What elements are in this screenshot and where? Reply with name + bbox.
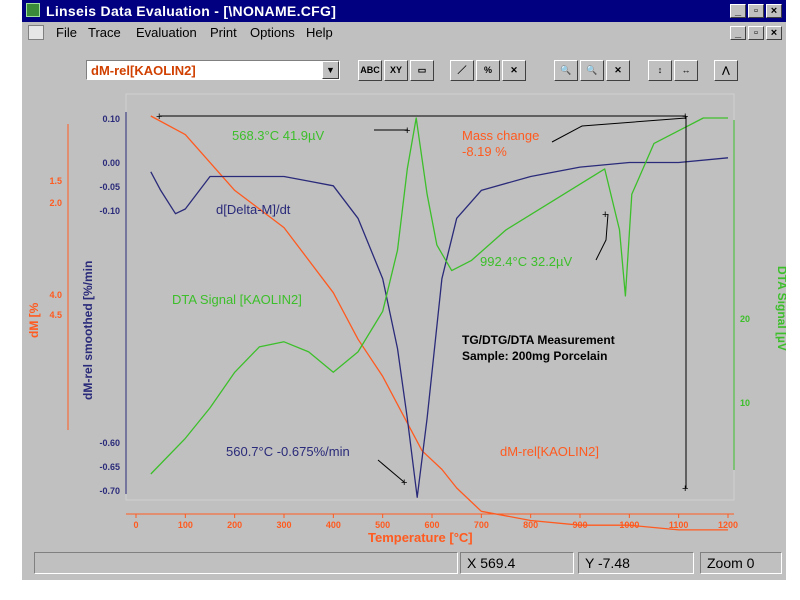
mass-change-leader (551, 117, 687, 143)
marker-icon[interactable]: ↔ (674, 60, 698, 81)
dta-series-label: DTA Signal [KAOLIN2] (172, 292, 302, 307)
doc-restore-button[interactable]: ▫ (748, 26, 764, 40)
marker-plus: + (156, 111, 162, 123)
menu-bar: File Trace Evaluation Print Options Help… (22, 22, 786, 44)
marker-plus: + (682, 111, 688, 123)
abc-label-button[interactable]: ABC (358, 60, 382, 81)
dtg-axis-label: dM-rel smoothed [%/min (81, 261, 95, 400)
mass-change-label: Mass change (462, 128, 539, 143)
dm-tick: 1.5 (49, 176, 62, 186)
x-tick-label: 1100 (669, 520, 689, 530)
status-x: X 569.4 (460, 552, 574, 574)
dta-axis-label: DTA Signal [µV (775, 266, 786, 351)
x-tick-label: 200 (227, 520, 242, 530)
dtg-min-label: 560.7°C -0.675%/min (226, 444, 350, 459)
x-tick-label: 800 (523, 520, 538, 530)
x-tick-label: 400 (326, 520, 341, 530)
annotation-lines (160, 115, 687, 488)
chevron-down-icon[interactable]: ▼ (322, 61, 339, 79)
x-tick-label: 1200 (718, 520, 738, 530)
dtg-tick: -0.65 (99, 462, 120, 472)
dm-tick: 4.5 (49, 310, 62, 320)
dtg-tick: 0.10 (102, 114, 120, 124)
measurement-title: TG/DTG/DTA Measurement (462, 333, 615, 347)
series-group (150, 115, 729, 531)
dtg-tick: -0.10 (99, 206, 120, 216)
x-tick-label: 100 (178, 520, 193, 530)
x-tick-label: 700 (474, 520, 489, 530)
status-zoom: Zoom 0 (700, 552, 782, 574)
marker-plus: + (404, 125, 410, 137)
menu-help[interactable]: Help (306, 25, 333, 40)
dta-curve (150, 117, 728, 475)
doc-minimize-button[interactable]: _ (730, 26, 746, 40)
annotation-markers: + + + + + + (156, 111, 688, 495)
dtg-tick: -0.60 (99, 438, 120, 448)
menu-options[interactable]: Options (250, 25, 295, 40)
dm-tick: 4.0 (49, 290, 62, 300)
document-icon[interactable] (28, 25, 44, 40)
peak-icon[interactable]: ⋀ (714, 60, 738, 81)
mass-change-value: -8.19 % (462, 144, 507, 159)
status-bar: X 569.4 Y -7.48 Zoom 0 (22, 546, 786, 580)
dm-axis-label: dM [% (27, 302, 41, 338)
minimize-button[interactable]: _ (730, 4, 746, 18)
dta-tick: 20 (740, 314, 750, 324)
dta-peak-label: 568.3°C 41.9µV (232, 128, 325, 143)
status-y: Y -7.48 (578, 552, 694, 574)
plot-area[interactable]: 0 100 200 300 400 500 600 700 800 900 1000 1100 1200… (22, 90, 786, 546)
toolbar: dM-rel[KAOLIN2] ▼ ABC XY ▭ ／ % ✕ 🔍 🔍 ✕ ↕… (22, 44, 786, 90)
x-axis-ticks: 0 100 200 300 400 500 600 700 800 900 1000 1100 1200 (133, 514, 738, 530)
xy-label-button[interactable]: XY (384, 60, 408, 81)
title-bar[interactable]: Linseis Data Evaluation - [\NONAME.CFG] … (22, 0, 786, 22)
maximize-button[interactable]: ▫ (748, 4, 764, 18)
zoom-in-plus-icon[interactable]: 🔍 (580, 60, 604, 81)
x-tick-label: 300 (276, 520, 291, 530)
dtg-axis-ticks: 0.10 0.00 -0.05 -0.10 -0.60 -0.65 -0.70 (99, 114, 120, 496)
dta-dip-label: 992.4°C 32.2µV (480, 254, 573, 269)
app-window: Linseis Data Evaluation - [\NONAME.CFG] … (22, 0, 786, 580)
cross-tool-icon[interactable]: ✕ (502, 60, 526, 81)
status-message (34, 552, 458, 574)
marker-plus: + (602, 209, 608, 221)
dtg-tick: -0.70 (99, 486, 120, 496)
x-tick-label: 500 (375, 520, 390, 530)
dtg-tick: 0.00 (102, 158, 120, 168)
marker-plus: + (682, 483, 688, 495)
menu-evaluation[interactable]: Evaluation (136, 25, 197, 40)
dta-axis-ticks: 20 10 (740, 314, 750, 408)
menu-print[interactable]: Print (210, 25, 237, 40)
zoom-in-icon[interactable]: 🔍 (554, 60, 578, 81)
dta-tick: 10 (740, 398, 750, 408)
close-button[interactable]: × (766, 4, 782, 18)
dtg-series-label: d[Delta-M]/dt (216, 202, 291, 217)
sample-info: Sample: 200mg Porcelain (462, 349, 607, 363)
dm-curve (150, 115, 728, 531)
marker-plus: + (401, 477, 407, 489)
x-axis-label: Temperature [°C] (368, 530, 473, 545)
trace-select-value: dM-rel[KAOLIN2] (91, 63, 196, 78)
table-icon[interactable]: ▭ (410, 60, 434, 81)
cursor-icon[interactable]: ↕ (648, 60, 672, 81)
dtg-min-leader (377, 459, 405, 483)
menu-trace[interactable]: Trace (88, 25, 121, 40)
dm-tick: 2.0 (49, 198, 62, 208)
dm-series-label: dM-rel[KAOLIN2] (500, 444, 599, 459)
dtg-tick: -0.05 (99, 182, 120, 192)
zoom-out-icon[interactable]: ✕ (606, 60, 630, 81)
menu-file[interactable]: File (56, 25, 77, 40)
window-title: Linseis Data Evaluation - [\NONAME.CFG] (46, 3, 337, 19)
dta-dip-leader (595, 213, 609, 261)
chart-icon (26, 3, 40, 17)
doc-close-button[interactable]: × (766, 26, 782, 40)
dtg-curve (150, 157, 729, 498)
x-tick-label: 600 (424, 520, 439, 530)
dm-axis-ticks: 1.5 2.0 4.0 4.5 (49, 176, 62, 320)
line-tool-icon[interactable]: ／ (450, 60, 474, 81)
trace-select[interactable]: dM-rel[KAOLIN2] ▼ (86, 60, 340, 80)
x-tick-label: 0 (133, 520, 138, 530)
percent-tool-icon[interactable]: % (476, 60, 500, 81)
